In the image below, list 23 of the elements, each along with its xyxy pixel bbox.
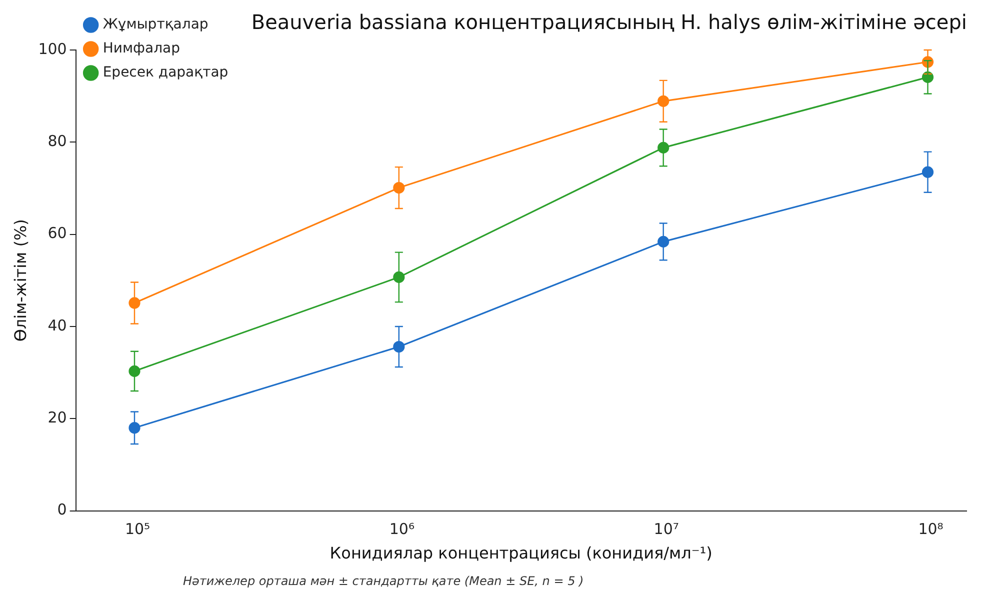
y-tick-label: 100 [38, 40, 67, 58]
legend-label: Ересек дарақтар [102, 64, 228, 81]
legend-label: Жұмыртқалар [102, 16, 208, 33]
y-tick-label: 80 [48, 132, 67, 150]
point [128, 365, 140, 377]
y-tick-label: 0 [57, 500, 67, 519]
x-tick-label: 10⁷ [654, 520, 679, 538]
y-tick-label: 40 [48, 316, 67, 334]
x-tick-label: 10⁶ [389, 520, 414, 538]
x-tick-label: 10⁸ [918, 520, 944, 538]
point [393, 340, 405, 353]
legend-label: Нимфалар [102, 40, 180, 57]
y-tick-label: 20 [48, 408, 67, 427]
chart-title: Beauveria bassiana концентрациясының H. halys өлім-жітіміне әсері [251, 10, 967, 34]
x-axis-title: Конидиялар концентрациясы (конидия/мл⁻¹) [330, 544, 712, 563]
y-tick-label: 60 [48, 224, 67, 242]
point [128, 422, 140, 434]
text: Нәтижелер орташа мән ± стандартты қате (Mean ± SE, n = 5 ) [183, 574, 585, 588]
point [393, 271, 405, 283]
point [128, 297, 140, 309]
x-tick-label: 10⁵ [124, 520, 150, 538]
y-axis-title: Өлім-жітім (%) [10, 219, 30, 342]
point [393, 182, 405, 194]
